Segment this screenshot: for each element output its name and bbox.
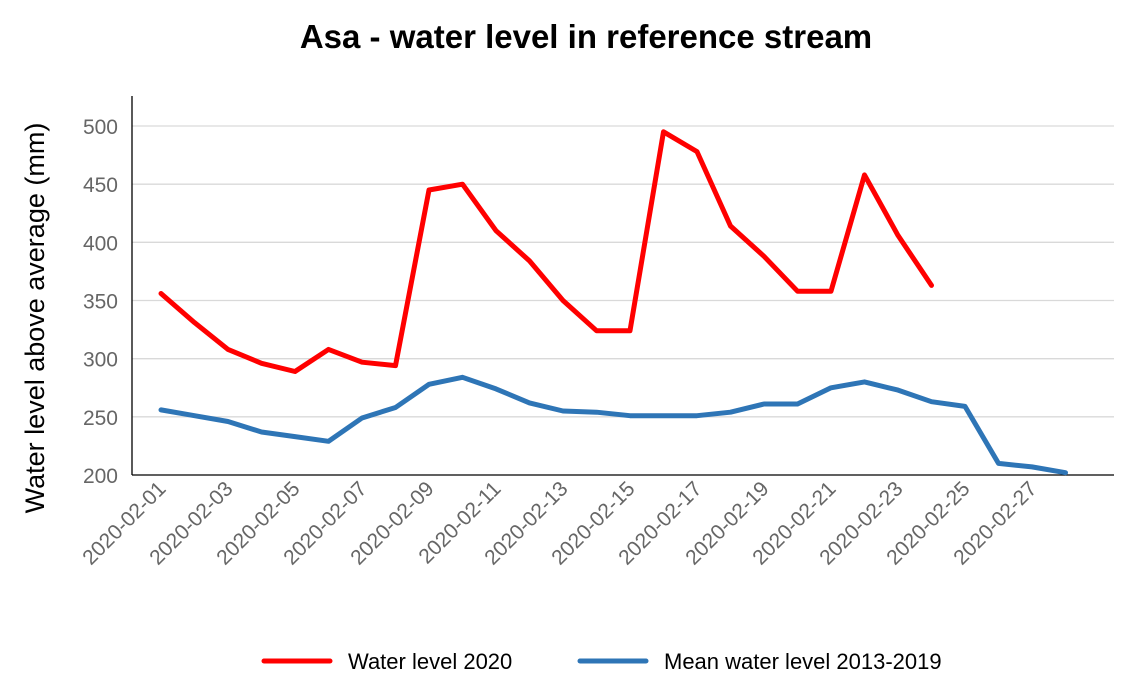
legend: Water level 2020 Mean water level 2013-20…: [261, 649, 942, 674]
y-tick-label: 400: [83, 232, 118, 255]
y-tick-label: 350: [83, 291, 118, 314]
series-lines: [158, 129, 1068, 476]
y-tick-label: 450: [83, 174, 118, 197]
y-axis-label: Water level above average (mm): [20, 123, 50, 514]
axes: [131, 96, 1114, 476]
y-tick-label: 250: [83, 407, 118, 430]
gridlines: [132, 125, 1114, 418]
series-line: [158, 374, 1068, 476]
legend-label: Water level 2020: [348, 649, 512, 674]
chart-title: Asa - water level in reference stream: [299, 18, 873, 55]
y-tick-label: 500: [83, 116, 118, 139]
series-line: [158, 129, 934, 374]
y-tick-labels: 200 250 300 350 400 450 500: [83, 116, 118, 488]
x-tick-labels: 2020-02-012020-02-032020-02-052020-02-07…: [78, 477, 1041, 569]
y-tick-label: 200: [83, 465, 118, 488]
legend-label: Mean water level 2013-2019: [664, 649, 942, 674]
y-tick-label: 300: [83, 349, 118, 372]
